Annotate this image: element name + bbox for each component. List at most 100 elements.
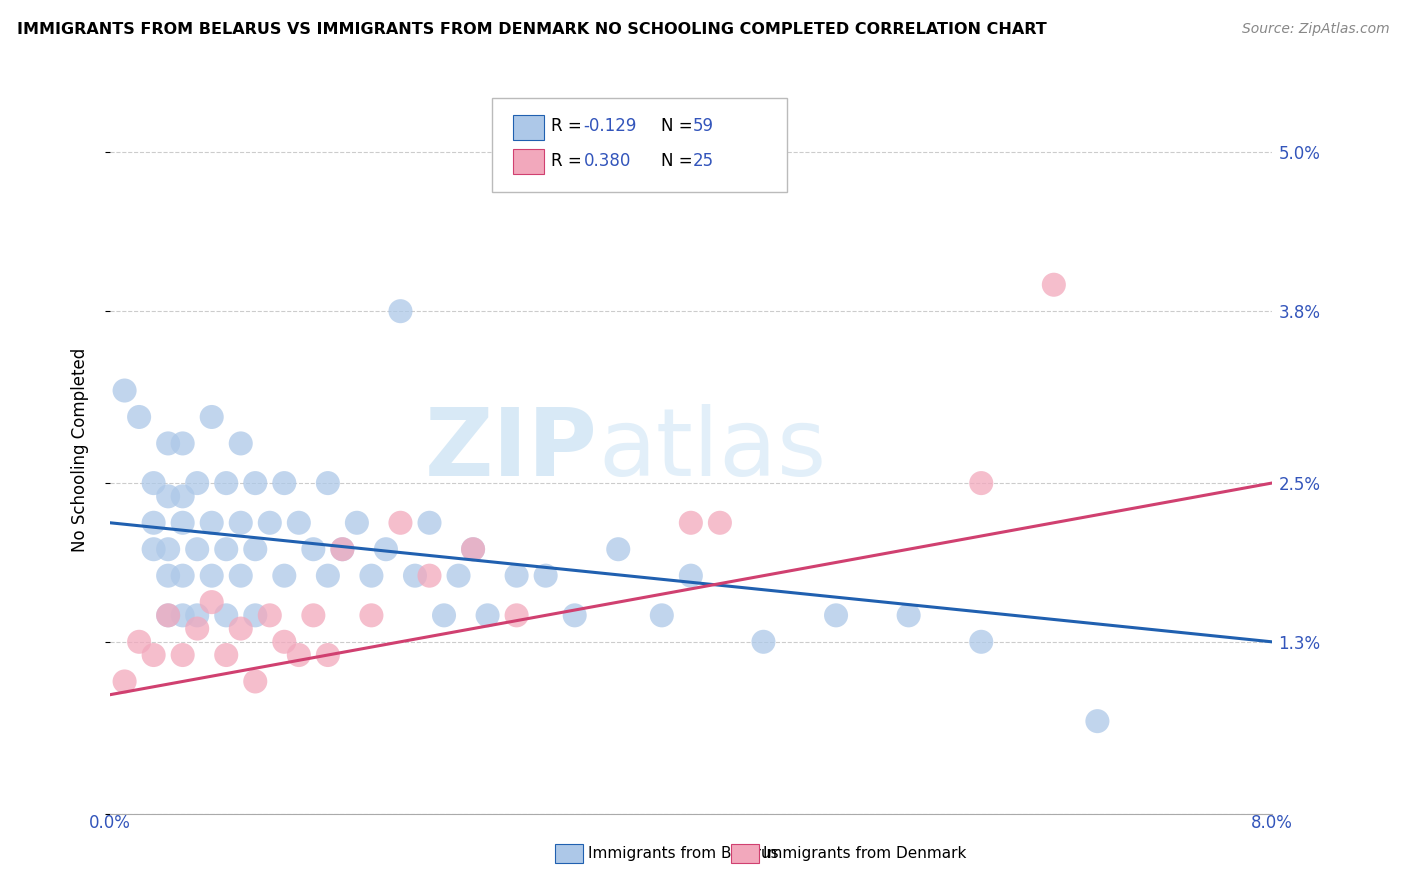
Text: -0.129: -0.129 (583, 117, 637, 135)
Point (360, 568, 382, 582)
Point (201, 516, 224, 530)
Point (1087, 714, 1109, 728)
Point (215, 542, 238, 557)
Point (418, 516, 440, 530)
Text: 0.380: 0.380 (583, 152, 631, 169)
Point (534, 568, 557, 582)
Point (679, 568, 702, 582)
Point (288, 648, 311, 662)
Point (374, 542, 396, 557)
Point (970, 634, 993, 648)
Point (186, 622, 208, 636)
Point (142, 648, 165, 662)
Point (259, 516, 281, 530)
Point (201, 568, 224, 582)
Text: R =: R = (551, 117, 588, 135)
Point (679, 516, 702, 530)
Point (172, 516, 194, 530)
Point (157, 542, 180, 557)
Point (215, 476, 238, 491)
Point (302, 608, 325, 623)
Point (157, 568, 180, 582)
Point (273, 568, 295, 582)
Point (477, 608, 499, 623)
Text: R =: R = (551, 152, 588, 169)
Point (709, 516, 731, 530)
Point (752, 634, 775, 648)
Point (302, 542, 325, 557)
Point (505, 568, 527, 582)
Text: Source: ZipAtlas.com: Source: ZipAtlas.com (1241, 22, 1389, 37)
Point (142, 542, 165, 557)
Point (447, 568, 470, 582)
Point (229, 516, 252, 530)
Point (157, 436, 180, 450)
Text: atlas: atlas (598, 404, 827, 496)
Point (114, 384, 136, 398)
Point (157, 489, 180, 503)
Point (245, 674, 267, 689)
Point (142, 476, 165, 491)
Point (825, 608, 848, 623)
Point (229, 436, 252, 450)
Point (259, 608, 281, 623)
Point (651, 608, 673, 623)
Point (332, 542, 354, 557)
Text: 25: 25 (693, 152, 714, 169)
Point (245, 608, 267, 623)
Point (360, 608, 382, 623)
Text: IMMIGRANTS FROM BELARUS VS IMMIGRANTS FROM DENMARK NO SCHOOLING COMPLETED CORREL: IMMIGRANTS FROM BELARUS VS IMMIGRANTS FR… (17, 22, 1046, 37)
Point (201, 409, 224, 424)
Point (215, 608, 238, 623)
Point (897, 608, 920, 623)
Text: 8.0%: 8.0% (1251, 814, 1292, 832)
Point (186, 542, 208, 557)
Point (418, 568, 440, 582)
Point (172, 436, 194, 450)
Point (461, 542, 484, 557)
Point (389, 516, 412, 530)
Point (245, 542, 267, 557)
Point (172, 568, 194, 582)
Point (157, 608, 180, 623)
Point (229, 622, 252, 636)
Point (172, 648, 194, 662)
Point (505, 608, 527, 623)
Point (245, 476, 267, 491)
Point (157, 608, 180, 623)
Point (142, 516, 165, 530)
Point (215, 648, 238, 662)
Point (404, 568, 426, 582)
Point (186, 476, 208, 491)
Y-axis label: No Schooling Completed: No Schooling Completed (72, 348, 89, 552)
Point (564, 608, 586, 623)
Text: Immigrants from Belarus: Immigrants from Belarus (588, 847, 779, 861)
Point (186, 608, 208, 623)
Point (229, 568, 252, 582)
Point (970, 476, 993, 491)
Point (332, 542, 354, 557)
Point (433, 608, 456, 623)
Point (607, 542, 630, 557)
Point (172, 608, 194, 623)
Point (128, 409, 150, 424)
Point (273, 634, 295, 648)
Text: Immigrants from Denmark: Immigrants from Denmark (763, 847, 967, 861)
Point (389, 304, 412, 318)
Point (316, 568, 339, 582)
Point (273, 476, 295, 491)
Point (172, 489, 194, 503)
Text: N =: N = (661, 117, 697, 135)
Point (128, 634, 150, 648)
Point (114, 674, 136, 689)
Text: 59: 59 (693, 117, 714, 135)
Point (201, 595, 224, 609)
Point (316, 476, 339, 491)
Point (346, 516, 368, 530)
Text: N =: N = (661, 152, 697, 169)
Point (288, 516, 311, 530)
Point (316, 648, 339, 662)
Text: 0.0%: 0.0% (89, 814, 131, 832)
Point (1043, 277, 1066, 292)
Point (461, 542, 484, 557)
